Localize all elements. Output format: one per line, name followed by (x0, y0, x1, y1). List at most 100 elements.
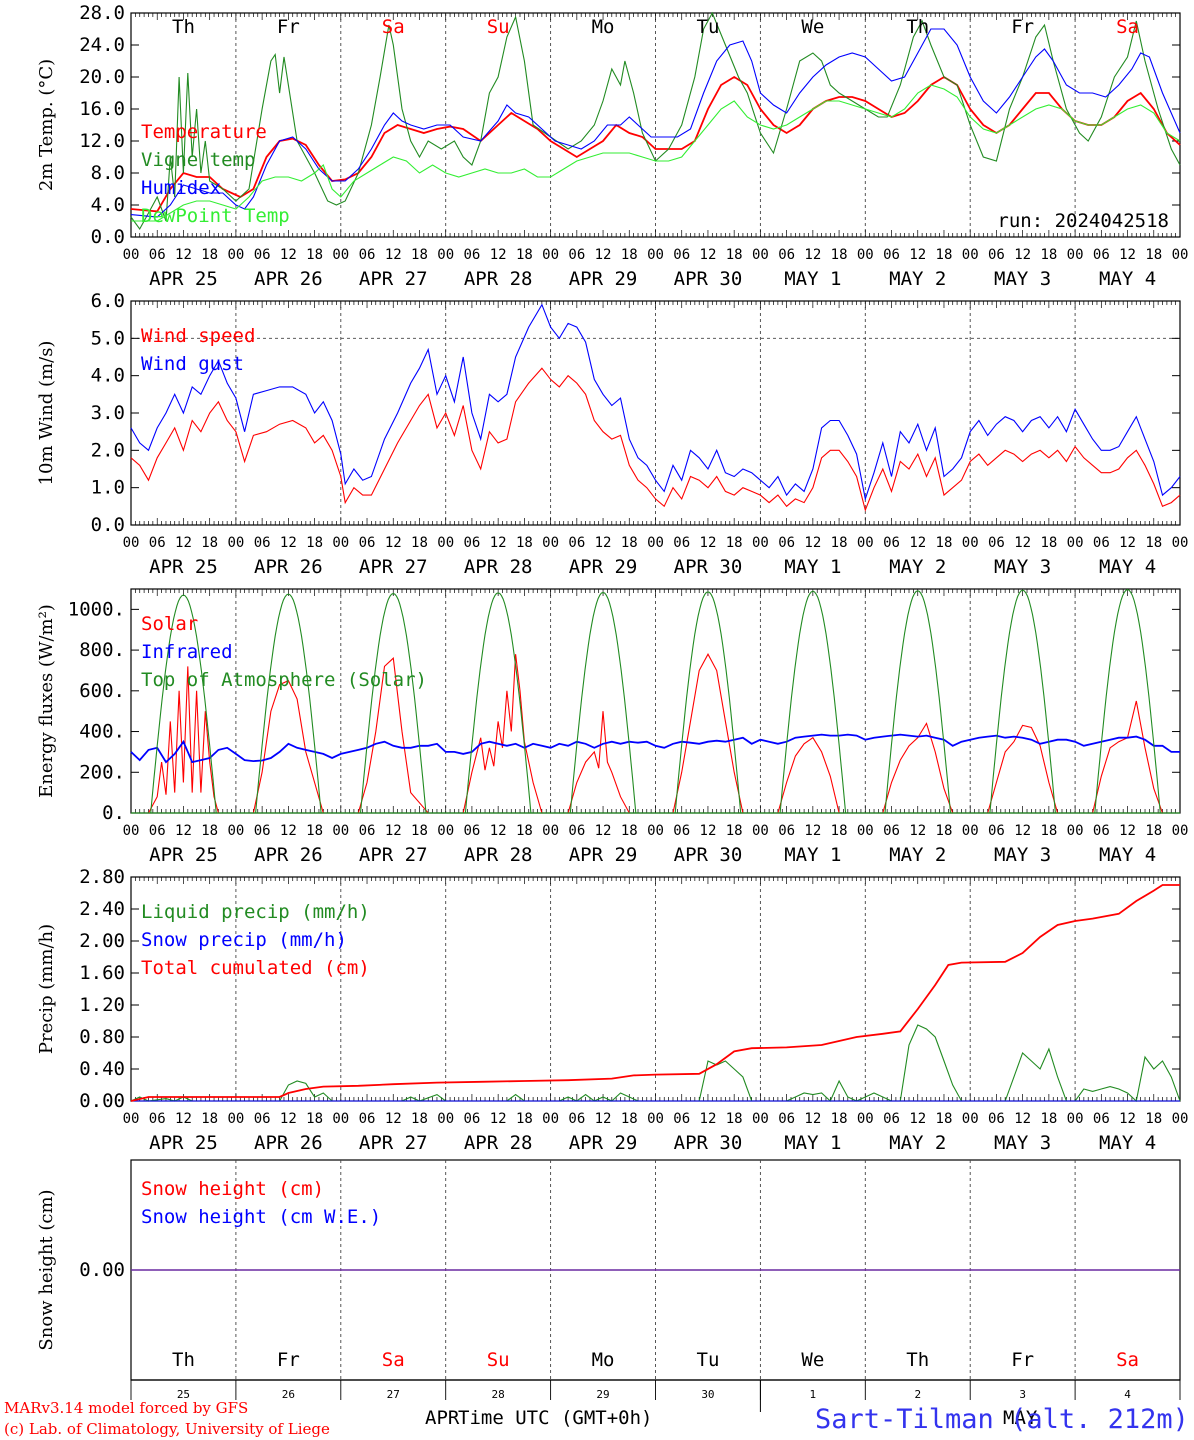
hour-label: 00 (1172, 535, 1189, 551)
hour-label: 18 (1040, 823, 1057, 839)
y-tick-label: 6.0 (91, 290, 125, 312)
hour-label: 12 (1014, 247, 1031, 263)
hour-label: 00 (227, 535, 244, 551)
y-tick-label: 0.0 (91, 226, 125, 248)
date-label: APR 29 (569, 556, 638, 578)
hour-label: 18 (726, 1111, 743, 1127)
hour-label: 06 (673, 247, 690, 263)
date-label: APR 28 (464, 268, 533, 290)
hour-label: 12 (804, 823, 821, 839)
hour-label: 18 (411, 247, 428, 263)
y-axis-label: Energy fluxes (W/m²) (36, 604, 57, 798)
hour-label: 06 (463, 1111, 480, 1127)
hour-label: 06 (1093, 823, 1110, 839)
hour-label: 00 (332, 535, 349, 551)
date-label: APR 26 (254, 1132, 323, 1154)
date-label: APR 27 (359, 268, 428, 290)
date-label: MAY 1 (784, 268, 841, 290)
hour-label: 12 (909, 535, 926, 551)
y-tick-label: 2.40 (79, 898, 125, 920)
hour-label: 06 (568, 823, 585, 839)
hour-label: 18 (516, 1111, 533, 1127)
hour-label: 18 (306, 823, 323, 839)
hour-label: 06 (778, 247, 795, 263)
day-number: 25 (177, 1388, 190, 1401)
day-number: 4 (1124, 1388, 1131, 1401)
series-infrared (130, 733, 1180, 764)
model-credit: MARv3.14 model forced by GFS (4, 1399, 248, 1417)
legend-snow-precip-mm-h-: Snow precip (mm/h) (141, 929, 347, 951)
hour-label: 18 (1040, 247, 1057, 263)
hour-label: 12 (1119, 247, 1136, 263)
hour-label: 12 (385, 1111, 402, 1127)
month-apr-label: APR (425, 1407, 460, 1429)
hour-label: 00 (542, 823, 559, 839)
x-axis-title: Time UTC (GMT+0h) (458, 1407, 652, 1429)
hour-label: 12 (1014, 823, 1031, 839)
day-number: 1 (810, 1388, 817, 1401)
hour-label: 00 (1172, 823, 1189, 839)
day-name: Sa (1116, 1349, 1139, 1371)
series-wind-gust (130, 303, 1181, 502)
legend-infrared: Infrared (141, 641, 233, 663)
hour-label: 18 (936, 535, 953, 551)
legend-snow-height-cm-: Snow height (cm) (141, 1178, 324, 1200)
hour-label: 18 (306, 247, 323, 263)
y-tick-label: 4.0 (91, 194, 125, 216)
run-label: run: 2024042518 (997, 210, 1169, 232)
day-name: Tu (697, 1349, 720, 1371)
hour-label: 06 (463, 823, 480, 839)
hour-label: 12 (909, 247, 926, 263)
legend-top-of-atmosphere-solar-: Top of Atmosphere (Solar) (141, 669, 427, 691)
hour-label: 00 (437, 535, 454, 551)
y-axis-label: Snow height (cm) (36, 1189, 57, 1350)
hour-label: 12 (700, 823, 717, 839)
date-label: MAY 4 (1099, 268, 1156, 290)
hour-label: 18 (936, 1111, 953, 1127)
hour-label: 18 (1040, 1111, 1057, 1127)
hour-label: 00 (227, 1111, 244, 1127)
hour-label: 00 (857, 247, 874, 263)
hour-label: 06 (1093, 535, 1110, 551)
day-name: Th (906, 1349, 929, 1371)
hour-label: 06 (673, 823, 690, 839)
hour-label: 12 (595, 247, 612, 263)
toa-solar-curve (674, 591, 742, 814)
hour-label: 12 (385, 823, 402, 839)
series-total-cumulated-cm- (130, 884, 1180, 1102)
hour-label: 00 (1067, 1111, 1084, 1127)
hour-label: 00 (332, 1111, 349, 1127)
hour-label: 12 (1119, 535, 1136, 551)
hour-label: 12 (490, 823, 507, 839)
y-axis-label: Precip (mm/h) (36, 924, 57, 1054)
hour-label: 06 (673, 1111, 690, 1127)
legend-wind-gust: Wind gust (141, 353, 244, 375)
legend-liquid-precip-mm-h-: Liquid precip (mm/h) (141, 901, 370, 923)
panel-2: 0.0 1.0 2.0 3.0 4.0 5.0 6.0 10m Wind (m/s) Wind … (36, 290, 1188, 578)
hour-label: 00 (752, 1111, 769, 1127)
hour-label: 06 (568, 247, 585, 263)
hour-label: 18 (621, 247, 638, 263)
y-tick-label: 0.0 (91, 514, 125, 536)
hour-label: 18 (621, 535, 638, 551)
date-label: APR 27 (359, 1132, 428, 1154)
hour-label: 06 (883, 1111, 900, 1127)
y-tick-label: 16.0 (79, 98, 125, 120)
hour-label: 12 (804, 535, 821, 551)
series-wind-speed (130, 367, 1181, 512)
date-label: APR 25 (149, 844, 218, 866)
day-name: Su (487, 1349, 510, 1371)
hour-label: 18 (306, 535, 323, 551)
hour-label: 12 (280, 823, 297, 839)
hour-label: 06 (254, 823, 271, 839)
hour-label: 00 (647, 1111, 664, 1127)
y-tick-label: 5.0 (91, 327, 125, 349)
legend-dewpoint-temp: DewPoint Temp (141, 205, 290, 227)
hour-label: 12 (909, 823, 926, 839)
toa-solar-curve (569, 591, 637, 814)
hour-label: 18 (936, 247, 953, 263)
date-label: APR 26 (254, 556, 323, 578)
legend-vigne-temp: Vigne temp (141, 149, 255, 171)
day-number: 30 (701, 1388, 714, 1401)
